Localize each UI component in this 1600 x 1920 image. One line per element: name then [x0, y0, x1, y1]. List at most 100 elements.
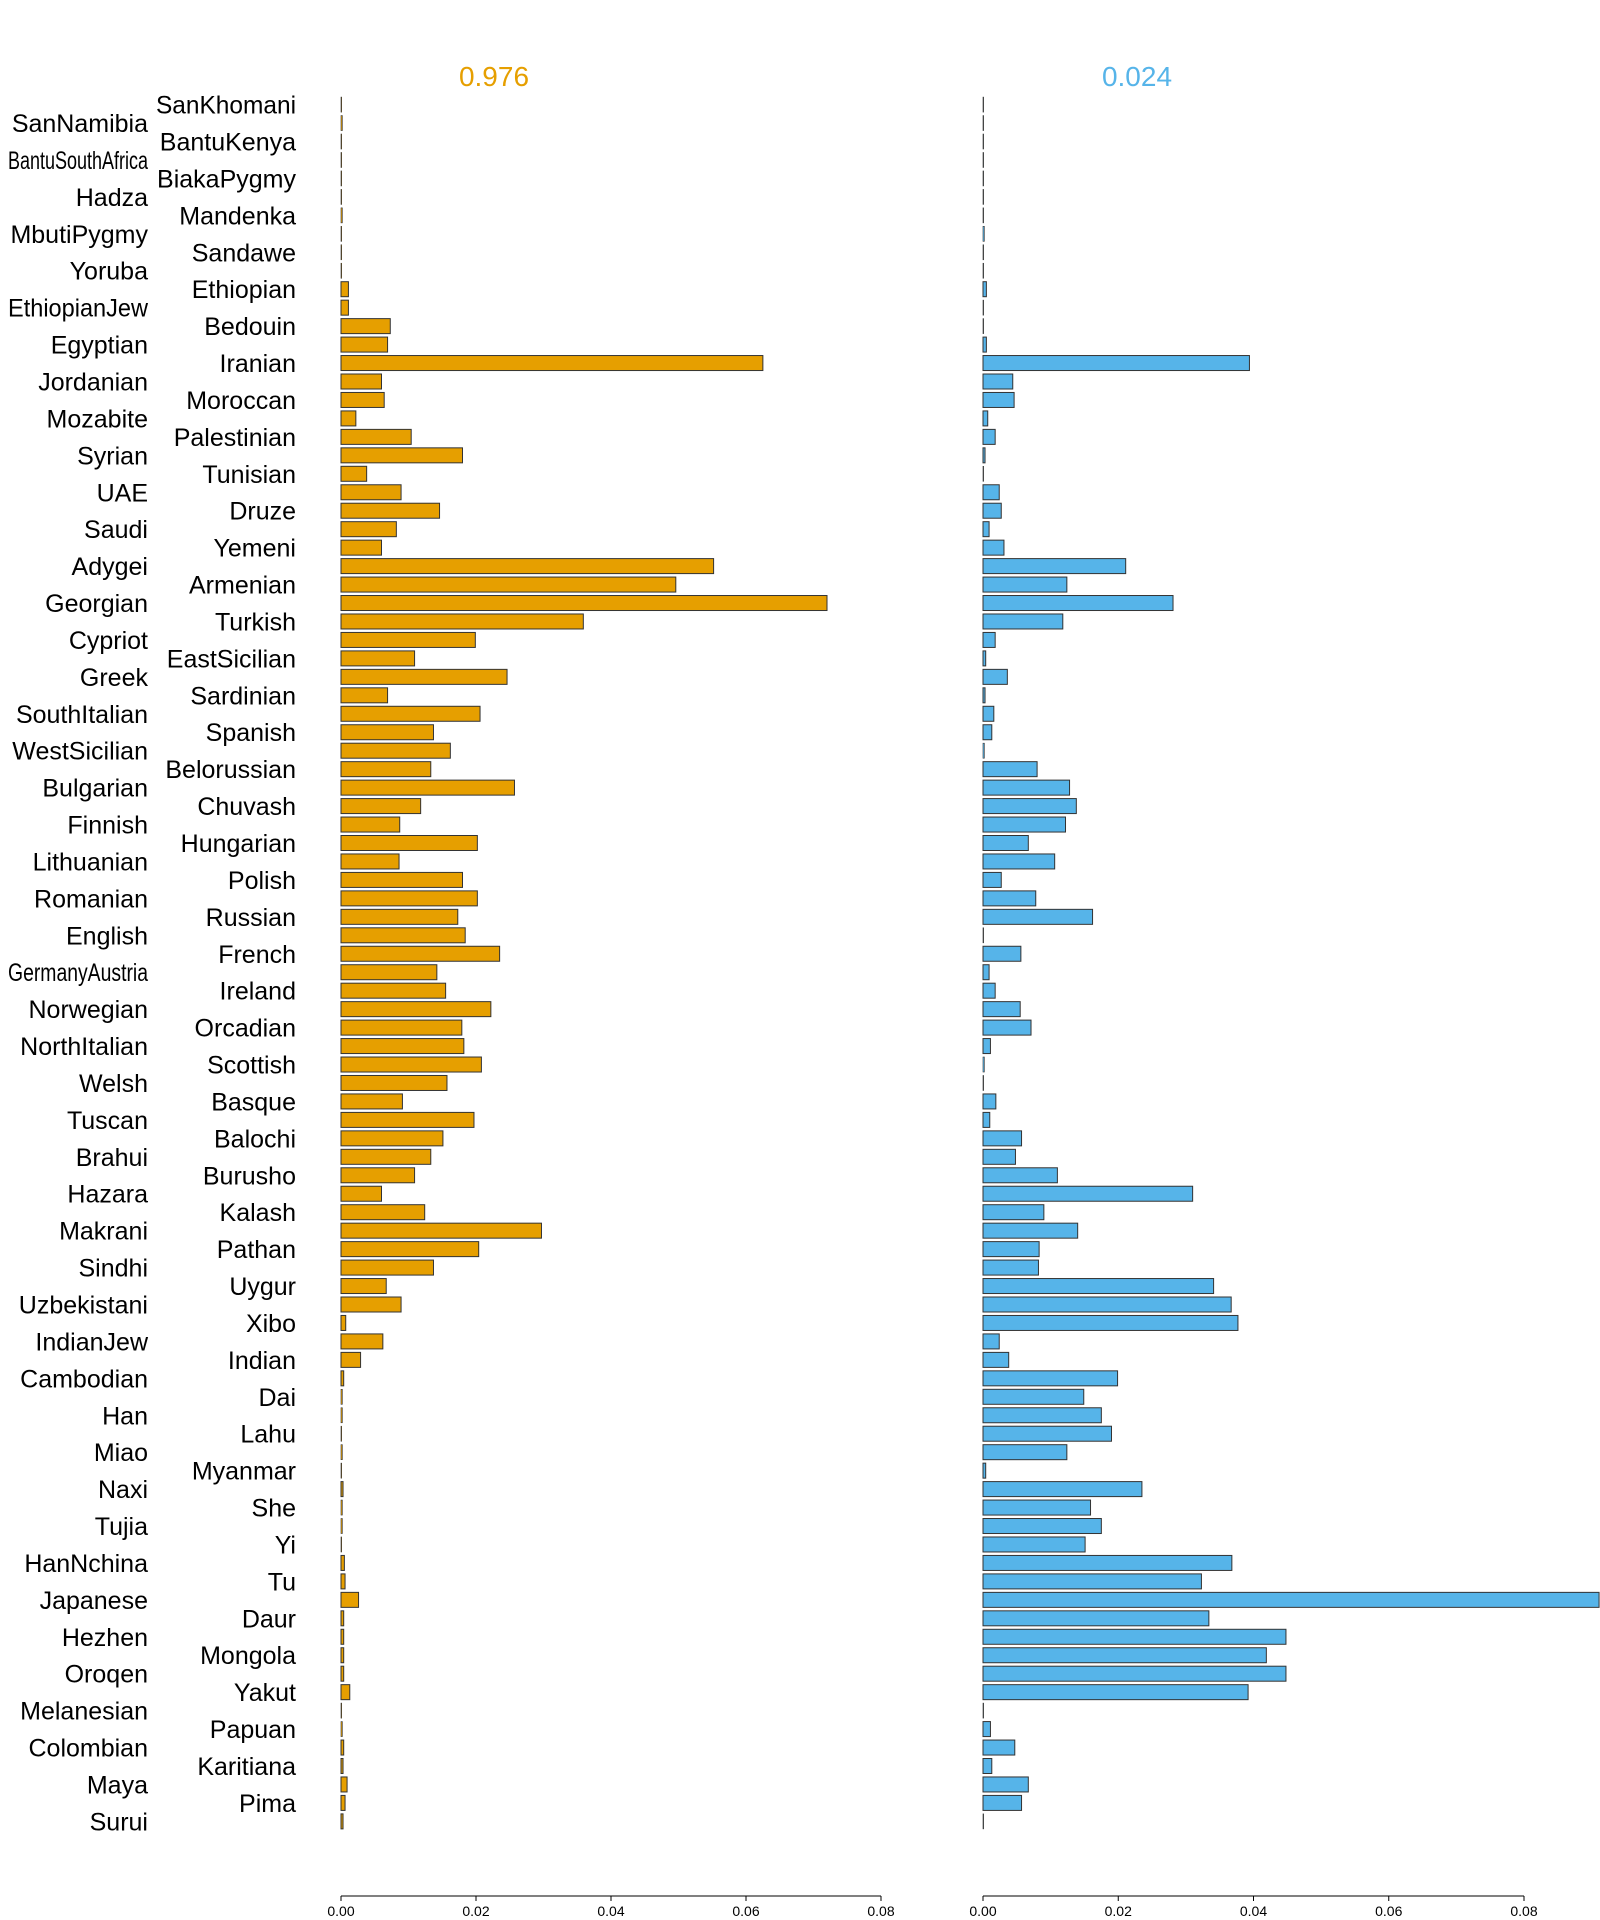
- category-label: Dai: [258, 1384, 296, 1412]
- bar-Karitiana: [982, 1758, 993, 1774]
- bar-Georgian: [340, 595, 828, 612]
- category-label: Ethiopian: [192, 276, 296, 304]
- bar-MbutiPygmy: [982, 226, 985, 242]
- bar-Norwegian: [982, 1001, 1021, 1018]
- bar-Druze: [340, 502, 441, 519]
- bar-SanKhomani: [340, 96, 342, 113]
- category-label: Kalash: [220, 1199, 296, 1227]
- bar-Polish: [982, 871, 1002, 888]
- category-label: EthiopianJew: [8, 295, 149, 323]
- category-label: Syrian: [77, 442, 148, 470]
- bar-Armenian: [340, 576, 677, 593]
- bar-Oroqen: [982, 1665, 1287, 1682]
- category-label: Indian: [228, 1347, 296, 1375]
- bar-Uygur: [340, 1278, 387, 1295]
- bar-Egyptian: [340, 336, 389, 353]
- category-label: Naxi: [98, 1476, 148, 1504]
- category-label: Finnish: [67, 812, 148, 840]
- bar-Sandawe: [982, 244, 984, 261]
- bar-Daur: [340, 1610, 345, 1627]
- bar-Han: [340, 1407, 343, 1424]
- bar-SouthItalian: [982, 705, 995, 722]
- category-label: Myanmar: [192, 1458, 296, 1486]
- category-label: Karitiana: [197, 1753, 296, 1781]
- category-label: Basque: [211, 1088, 296, 1116]
- bar-Uzbekistani: [340, 1296, 402, 1313]
- category-label: Pathan: [217, 1236, 296, 1264]
- category-label: Norwegian: [28, 996, 148, 1024]
- bar-Pathan: [340, 1241, 480, 1258]
- bar-Tu: [340, 1573, 346, 1590]
- category-label: MbutiPygmy: [10, 221, 148, 249]
- bar-Druze: [982, 502, 1002, 519]
- bar-Balochi: [982, 1130, 1023, 1147]
- bar-Pima: [982, 1794, 1023, 1811]
- category-label: She: [252, 1495, 296, 1523]
- category-label: Pima: [239, 1790, 296, 1818]
- bar-Greek: [982, 668, 1008, 685]
- bar-Polish: [340, 871, 463, 888]
- bar-Surui: [340, 1813, 344, 1830]
- category-label: Melanesian: [20, 1698, 148, 1726]
- bar-Cambodian: [340, 1370, 345, 1387]
- bar-HanNchina: [982, 1554, 1233, 1571]
- category-label: Balochi: [214, 1125, 296, 1153]
- bar-BantuSouthAfrica: [982, 152, 984, 168]
- category-label: Maya: [87, 1771, 148, 1799]
- bar-Miao: [982, 1444, 1068, 1461]
- bar-English: [340, 927, 466, 944]
- bar-Iranian: [982, 355, 1250, 372]
- bar-Mandenka: [340, 207, 343, 224]
- category-label: Tujia: [95, 1513, 148, 1541]
- category-label: Orcadian: [195, 1015, 296, 1043]
- x-tick-label: 0.08: [1510, 1903, 1537, 1919]
- bar-Adygei: [982, 558, 1127, 575]
- bar-Ireland: [340, 982, 447, 999]
- bar-Yakut: [982, 1684, 1249, 1701]
- bar-SanNamibia: [340, 115, 343, 131]
- bar-Spanish: [340, 724, 434, 741]
- bar-Mozabite: [340, 410, 357, 427]
- bar-French: [982, 945, 1022, 962]
- x-tick-label: 0.02: [462, 1903, 489, 1919]
- category-label: SouthItalian: [16, 701, 148, 729]
- bar-Jordanian: [340, 373, 382, 390]
- bar-Balochi: [340, 1130, 444, 1147]
- category-label: Greek: [80, 664, 149, 692]
- bar-Turkish: [982, 613, 1064, 630]
- bar-BantuSouthAfrica: [340, 152, 342, 168]
- category-label: Makrani: [59, 1218, 148, 1246]
- bar-Dai: [982, 1388, 1085, 1405]
- x-tick-label: 0.04: [597, 1903, 624, 1919]
- bar-She: [340, 1499, 343, 1516]
- bar-IndianJew: [982, 1333, 1000, 1350]
- category-label: Lithuanian: [33, 848, 148, 876]
- category-label: English: [66, 922, 148, 950]
- bar-Indian: [340, 1351, 362, 1368]
- bar-Adygei: [340, 558, 715, 575]
- bar-Tujia: [340, 1518, 343, 1534]
- category-label: Romanian: [34, 885, 148, 913]
- bar-She: [982, 1499, 1092, 1516]
- bar-Scottish: [982, 1056, 985, 1073]
- bar-Tuscan: [982, 1111, 991, 1128]
- bar-BiakaPygmy: [340, 170, 342, 187]
- bar-Spanish: [982, 724, 993, 741]
- category-label: EastSicilian: [167, 645, 296, 673]
- bar-Ireland: [982, 982, 996, 999]
- category-label: BiakaPygmy: [157, 165, 296, 193]
- bar-Belorussian: [982, 761, 1038, 778]
- bar-Hungarian: [340, 835, 478, 851]
- bar-Colombian: [982, 1739, 1016, 1756]
- category-label: Tuscan: [67, 1107, 148, 1135]
- bar-Cambodian: [982, 1370, 1119, 1387]
- bar-Bulgarian: [340, 779, 515, 796]
- category-label: Iranian: [220, 350, 296, 378]
- bar-WestSicilian: [340, 742, 451, 759]
- bar-Russian: [982, 908, 1094, 925]
- bar-Japanese: [982, 1591, 1600, 1608]
- category-label: Oroqen: [65, 1661, 148, 1689]
- bar-Russian: [340, 908, 459, 925]
- category-label: Burusho: [203, 1162, 296, 1190]
